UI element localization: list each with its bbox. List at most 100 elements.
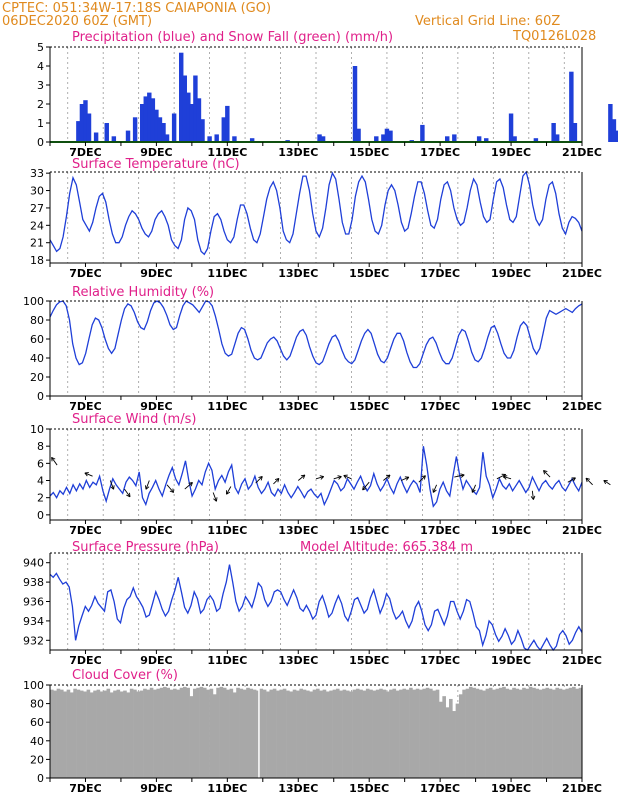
wind-arrow	[144, 480, 150, 490]
cloud-bar	[126, 692, 131, 778]
cloud-bar	[545, 687, 550, 778]
cloud-bar	[116, 689, 121, 778]
cloud-bar	[495, 688, 500, 778]
cloud-bar	[555, 687, 560, 778]
cloud-bar	[465, 688, 470, 778]
wind-arrow	[454, 473, 465, 478]
precip-bar	[484, 138, 489, 142]
cloud-bar	[219, 686, 224, 778]
y-tick-label: 934	[23, 615, 44, 628]
x-tick-label: 17DEC	[420, 654, 460, 667]
y-tick-label: 10	[30, 423, 44, 436]
cloud-bar	[458, 694, 463, 778]
y-tick-label: 24	[30, 219, 44, 232]
cloud-bar	[262, 689, 267, 778]
cloud-bar	[86, 689, 91, 778]
cloud-bar	[518, 689, 523, 778]
x-tick-label: 21DEC	[562, 654, 602, 667]
x-tick-label: 17DEC	[420, 267, 460, 280]
y-tick-label: 0	[37, 390, 44, 403]
y-tick-label: 21	[30, 237, 44, 250]
x-tick-label: 17DEC	[420, 400, 460, 413]
x-tick-label: 19DEC	[491, 782, 531, 795]
cloud-bar	[538, 689, 543, 778]
cloud-bar	[56, 688, 61, 778]
cloud-bar	[329, 690, 333, 778]
cloud-bar	[478, 689, 483, 778]
cloud-bar	[163, 686, 167, 778]
y-tick-label: 100	[23, 295, 44, 308]
cloud-bar	[452, 711, 456, 778]
precip-bar	[143, 96, 148, 142]
y-tick-label: 0	[37, 136, 44, 149]
cloud-bar	[302, 689, 307, 778]
precip-bar	[111, 136, 117, 142]
x-tick-label: 9DEC	[140, 400, 172, 413]
cloud-bar	[502, 686, 506, 778]
x-tick-label: 17DEC	[420, 524, 460, 537]
cloud-bar	[309, 691, 313, 778]
precip-bar	[196, 98, 202, 142]
cloud-bar	[472, 687, 476, 778]
precip-title: Precipitation (blue) and Snow Fall (gree…	[72, 30, 393, 45]
cloud-bar	[409, 687, 413, 778]
precip-bar	[182, 75, 187, 142]
cloud-bar	[136, 691, 141, 778]
y-tick-label: 932	[23, 634, 44, 647]
panel-cloud-cover: Cloud Cover (%) 0 20 40 60 80 100 7DEC 9DEC 11DEC…	[23, 668, 602, 795]
cloud-bar	[379, 688, 383, 778]
cloud-bar	[53, 690, 57, 778]
x-tick-label: 15DEC	[349, 782, 389, 795]
cloud-bar	[415, 688, 420, 778]
y-tick-label: 80	[30, 314, 44, 327]
panel-precipitation: Precipitation (blue) and Snow Fall (gree…	[37, 30, 618, 159]
precip-bar	[572, 123, 578, 142]
cloud-bar	[192, 688, 197, 778]
cloud-bar	[498, 687, 503, 778]
x-tick-label: 15DEC	[349, 400, 389, 413]
precip-bar	[150, 98, 156, 142]
cloud-bar	[492, 689, 496, 778]
wind-arrow	[297, 474, 306, 481]
cloud-bar	[548, 688, 553, 778]
cloud-bar	[558, 688, 563, 778]
cloud-bar	[395, 690, 400, 778]
temp-series-line	[49, 170, 583, 256]
y-tick-label: 40	[30, 735, 44, 748]
cloud-bar	[385, 691, 390, 778]
cloud-bar	[156, 688, 161, 778]
wind-arrow	[333, 475, 342, 480]
cloud-bar	[449, 698, 453, 778]
precip-bar	[161, 123, 166, 142]
cloud-bar	[575, 688, 579, 778]
wind-arrow	[418, 475, 426, 483]
y-tick-label: 33	[30, 167, 44, 180]
cloud-bar	[325, 691, 330, 778]
cloud-bar	[129, 688, 134, 778]
cloud-bar	[306, 690, 310, 778]
cloud-bar	[93, 690, 97, 778]
wind-arrow	[362, 481, 370, 491]
cloud-bar	[196, 687, 200, 778]
rh-series-line	[49, 300, 583, 369]
cloud-bar	[369, 689, 373, 778]
cloud-bar	[512, 687, 516, 778]
precip-bar	[125, 130, 131, 142]
x-tick-label: 13DEC	[278, 400, 318, 413]
precip-bar	[83, 100, 88, 142]
cloud-bar	[375, 689, 380, 778]
cloud-bar	[402, 688, 407, 778]
cloud-bar	[189, 696, 194, 778]
y-tick-label: 18	[30, 254, 44, 267]
x-tick-label: 7DEC	[69, 524, 101, 537]
cloud-bar	[365, 688, 370, 778]
header-code: TQ0126L028	[512, 29, 596, 44]
cloud-bar	[319, 690, 323, 778]
wind-arrow	[567, 477, 576, 483]
cloud-bar	[435, 689, 440, 778]
x-tick-label: 21DEC	[562, 524, 602, 537]
precip-bar	[508, 113, 514, 142]
cloud-bar	[269, 689, 274, 778]
x-tick-label: 15DEC	[349, 654, 389, 667]
cloud-bar	[236, 687, 240, 778]
